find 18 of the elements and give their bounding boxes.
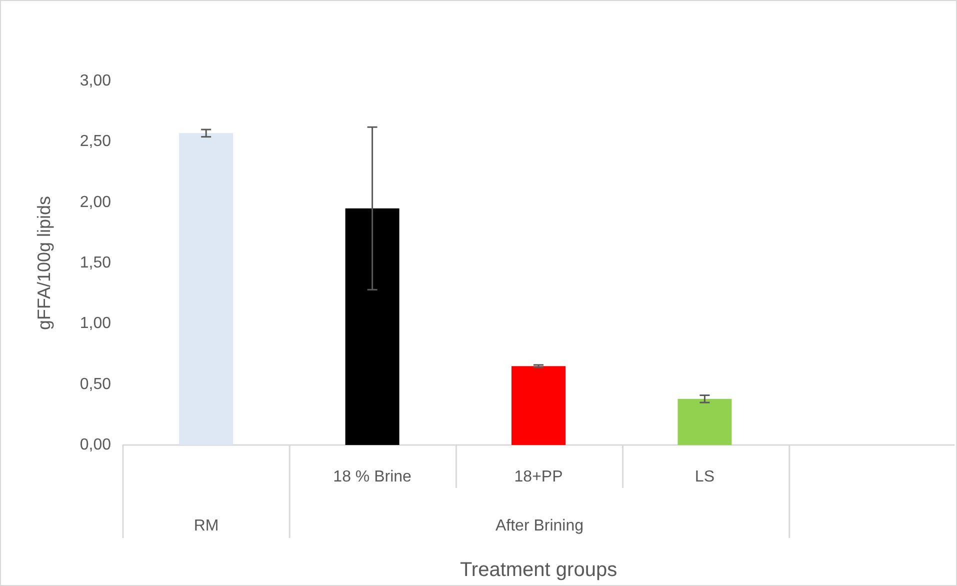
y-tick-label: 1,00 bbox=[80, 315, 112, 332]
bar bbox=[678, 398, 732, 445]
bar bbox=[512, 366, 566, 445]
x-tick-label: 18 % Brine bbox=[333, 468, 412, 486]
text: After Brining bbox=[495, 518, 584, 534]
text: RM bbox=[194, 518, 219, 534]
bar bbox=[179, 133, 234, 445]
y-tick-label: 2,50 bbox=[80, 133, 112, 150]
y-tick-label: 1,50 bbox=[80, 254, 112, 272]
bar bbox=[345, 208, 400, 445]
x-tick-label: 18+PP bbox=[514, 468, 563, 486]
x-axis-title: Treatment groups bbox=[460, 559, 618, 581]
y-tick-label: 3,00 bbox=[80, 72, 112, 90]
y-tick-label: 0,50 bbox=[80, 376, 112, 393]
x-tick-label: LS bbox=[694, 468, 714, 486]
y-axis-title: gFFA/100g lipids bbox=[34, 196, 54, 330]
y-tick-label: 0,00 bbox=[80, 436, 112, 454]
y-tick-label: 2,00 bbox=[80, 194, 112, 211]
